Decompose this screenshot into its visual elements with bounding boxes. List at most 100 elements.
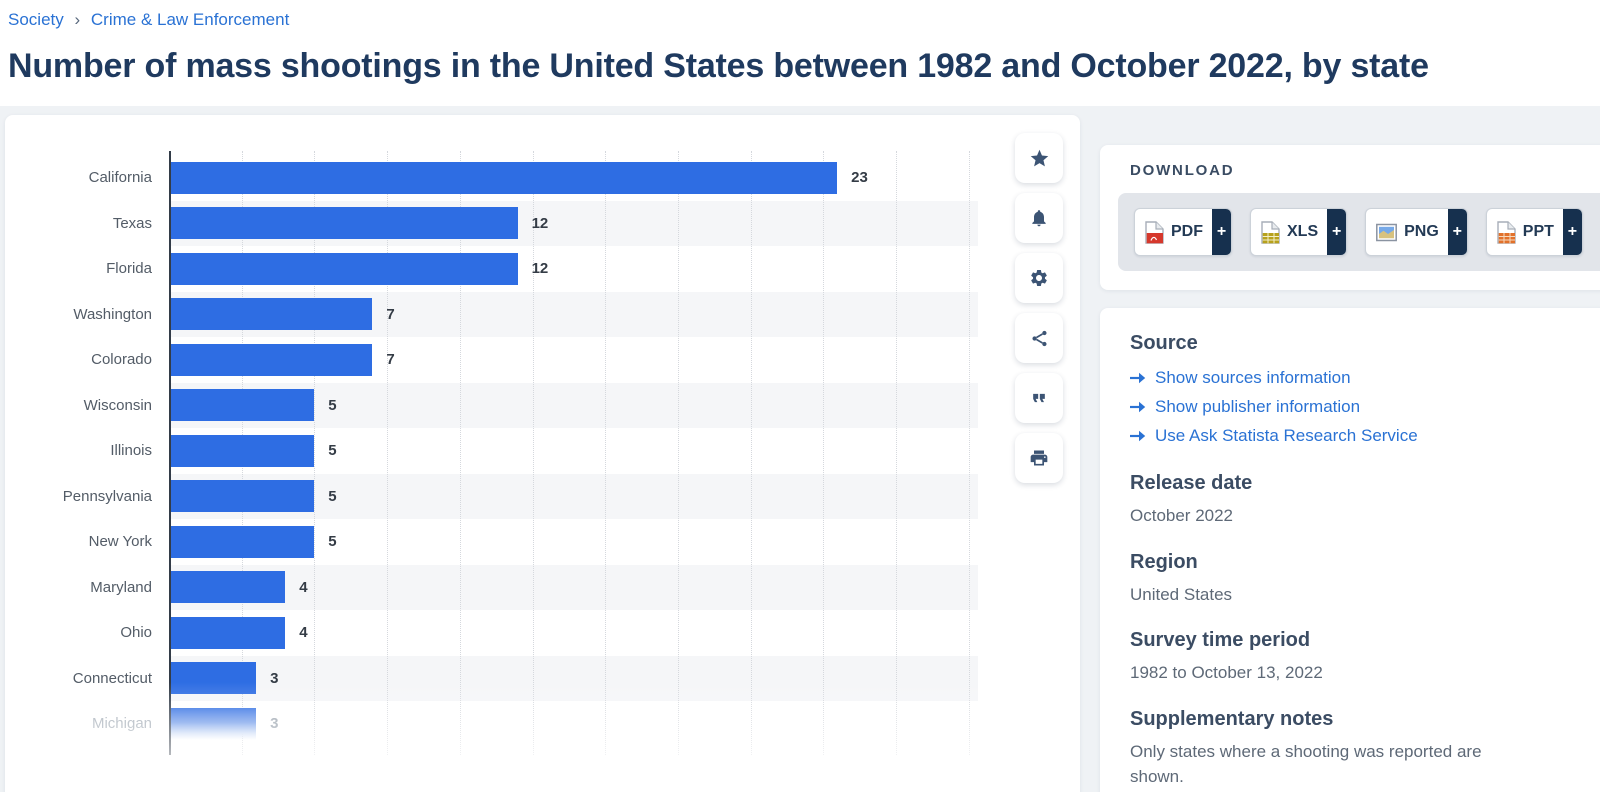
- chart-row-plot: 4: [169, 610, 978, 656]
- bell-icon: [1029, 208, 1049, 228]
- xls-file-icon: [1261, 220, 1280, 244]
- details-card: Source Show sources information Show pub…: [1100, 308, 1600, 792]
- gear-icon: [1029, 268, 1049, 288]
- chart-row-plot: 3: [169, 701, 978, 747]
- chart-row: Ohio 4: [5, 610, 978, 656]
- chart-row: Wisconsin 5: [5, 382, 978, 428]
- chart-row-plot: 12: [169, 246, 978, 292]
- source-link[interactable]: Show sources information: [1130, 363, 1590, 392]
- chart-row-plot: 4: [169, 564, 978, 610]
- category-label: Connecticut: [72, 669, 152, 687]
- add-ppt-button[interactable]: +: [1562, 209, 1582, 255]
- share-button[interactable]: [1015, 313, 1063, 363]
- bar[interactable]: [169, 480, 315, 513]
- breadcrumb-link-society[interactable]: Society: [8, 10, 64, 29]
- download-format-label: PNG: [1404, 223, 1439, 240]
- share-icon: [1030, 329, 1049, 348]
- release-date-heading: Release date: [1130, 472, 1253, 494]
- source-link-label: Show publisher information: [1155, 396, 1361, 416]
- category-label: Maryland: [90, 578, 152, 596]
- category-label: Pennsylvania: [62, 487, 152, 505]
- alert-button[interactable]: [1015, 193, 1063, 243]
- source-link[interactable]: Show publisher information: [1130, 392, 1590, 421]
- pdf-file-icon: [1145, 220, 1164, 244]
- value-label: 5: [328, 487, 337, 505]
- settings-button[interactable]: [1015, 253, 1063, 303]
- value-label: 4: [299, 624, 308, 642]
- category-label: New York: [88, 533, 152, 551]
- star-icon: [1029, 148, 1050, 169]
- chart-row: Michigan 3: [5, 701, 978, 747]
- chart-row: Washington 7: [5, 291, 978, 337]
- value-label: 4: [299, 578, 308, 596]
- page-header: Society › Crime & Law Enforcement Number…: [0, 0, 1600, 106]
- bar[interactable]: [169, 525, 315, 558]
- survey-time-period-heading: Survey time period: [1130, 629, 1311, 651]
- add-pdf-button[interactable]: +: [1212, 209, 1231, 255]
- bar[interactable]: [169, 434, 315, 467]
- chart-toolbar: [1015, 133, 1063, 493]
- source-heading: Source: [1130, 332, 1198, 354]
- download-format-label: PPT: [1522, 223, 1554, 240]
- bar[interactable]: [169, 707, 257, 740]
- download-strip: PDF + XLS + PNG + PPT +: [1118, 193, 1600, 271]
- download-card: DOWNLOAD PDF + XLS + PNG + PPT +: [1100, 145, 1600, 290]
- bar[interactable]: [169, 616, 286, 649]
- chart-row: New York 5: [5, 519, 978, 565]
- bar[interactable]: [169, 343, 373, 376]
- favorite-button[interactable]: [1015, 133, 1063, 183]
- source-link[interactable]: Use Ask Statista Research Service: [1130, 421, 1590, 450]
- category-label: Wisconsin: [83, 396, 152, 414]
- breadcrumb-link-category[interactable]: Crime & Law Enforcement: [90, 10, 290, 29]
- download-xls-button[interactable]: XLS +: [1250, 208, 1348, 256]
- add-png-button[interactable]: +: [1447, 209, 1467, 255]
- release-date-value: October 2022: [1130, 506, 1234, 525]
- region-heading: Region: [1130, 550, 1198, 573]
- value-label: 7: [386, 351, 395, 369]
- value-label: 3: [270, 669, 279, 687]
- download-ppt-button[interactable]: PPT +: [1485, 208, 1583, 256]
- bar[interactable]: [169, 252, 518, 285]
- arrow-right-icon: [1130, 401, 1146, 413]
- survey-time-period-value: 1982 to October 13, 2022: [1130, 663, 1323, 682]
- category-label: Ohio: [120, 624, 152, 642]
- download-format-label: PDF: [1171, 223, 1203, 240]
- chart-row: Pennsylvania 5: [5, 473, 978, 519]
- download-pdf-button[interactable]: PDF +: [1134, 208, 1232, 256]
- quote-icon: [1029, 388, 1049, 408]
- region-value: United States: [1130, 584, 1233, 604]
- download-format-label: XLS: [1287, 223, 1319, 240]
- bar[interactable]: [169, 298, 373, 331]
- chart-row: Florida 12: [5, 246, 978, 292]
- category-label: Florida: [106, 260, 152, 278]
- value-label: 5: [328, 442, 337, 460]
- value-label: 7: [386, 305, 395, 323]
- chart-row-plot: 5: [169, 428, 978, 474]
- chart-row-plot: 7: [169, 291, 978, 337]
- chart-row-plot: 12: [169, 200, 978, 246]
- cite-button[interactable]: [1015, 373, 1063, 423]
- bar[interactable]: [169, 389, 315, 422]
- download-heading: DOWNLOAD: [1130, 162, 1235, 179]
- bar[interactable]: [169, 662, 257, 695]
- value-label: 23: [851, 169, 868, 187]
- chart-row-plot: 5: [169, 519, 978, 565]
- breadcrumb-separator: ›: [74, 10, 81, 29]
- value-label: 5: [328, 533, 337, 551]
- supplementary-notes-heading: Supplementary notes: [1130, 707, 1334, 730]
- bar[interactable]: [169, 207, 518, 240]
- chart-axis-line: [169, 151, 171, 755]
- chart-row-plot: 3: [169, 655, 978, 701]
- chart-row-plot: 5: [169, 382, 978, 428]
- bar[interactable]: [169, 571, 286, 604]
- value-label: 12: [531, 214, 549, 232]
- value-label: 3: [270, 715, 279, 733]
- add-xls-button[interactable]: +: [1327, 209, 1347, 255]
- page-title: Number of mass shootings in the United S…: [8, 47, 1429, 85]
- value-label: 12: [531, 260, 549, 278]
- download-png-button[interactable]: PNG +: [1365, 208, 1468, 256]
- print-button[interactable]: [1015, 433, 1063, 483]
- bar[interactable]: [169, 161, 838, 194]
- category-label: Illinois: [110, 442, 152, 460]
- source-links: Show sources information Show publisher …: [1130, 363, 1590, 450]
